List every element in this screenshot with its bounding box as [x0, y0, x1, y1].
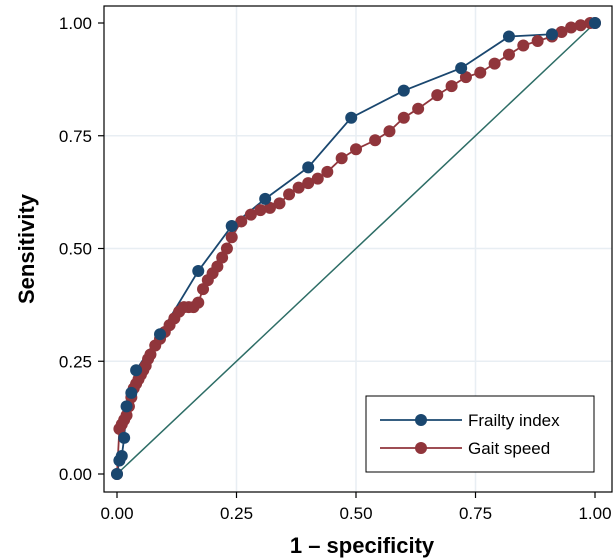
data-point-1 [216, 251, 229, 264]
data-point-1 [192, 296, 205, 309]
data-point-1 [335, 152, 348, 165]
data-point-1 [412, 102, 425, 115]
data-point-1 [488, 57, 501, 70]
data-point-0 [397, 84, 410, 97]
y-tick-label: 0.25 [59, 352, 92, 371]
x-tick-label: 0.25 [220, 504, 253, 523]
data-point-1 [383, 125, 396, 138]
data-point-1 [350, 143, 362, 156]
data-point-0 [130, 364, 143, 377]
data-point-0 [111, 468, 123, 480]
gridlines [104, 6, 612, 492]
data-point-1 [321, 165, 334, 178]
data-point-0 [502, 30, 515, 43]
legend-box [365, 395, 595, 473]
data-point-1 [211, 260, 224, 273]
x-tick-label: 0.00 [100, 504, 133, 523]
x-tick-label: 0.75 [459, 504, 492, 523]
data-point-1 [369, 134, 382, 147]
x-tick-label: 0.50 [339, 504, 372, 523]
data-point-1 [431, 89, 444, 102]
data-point-1 [220, 242, 233, 255]
data-point-1 [565, 21, 578, 34]
data-point-1 [144, 348, 157, 361]
data-point-1 [273, 197, 286, 210]
data-point-1 [555, 26, 568, 39]
data-point-1 [502, 48, 515, 61]
series [111, 17, 601, 480]
legend: Frailty index Gait speed [365, 395, 595, 473]
data-point-1 [517, 39, 530, 52]
data-point-0 [302, 161, 315, 174]
axis-ticks: 0.00 0.25 0.50 0.75 1.00 0.00 0.25 0.50 0.75 1.00 [59, 14, 612, 523]
data-point-1 [225, 231, 238, 244]
data-point-0 [345, 111, 358, 124]
data-point-0 [259, 192, 272, 205]
data-point-1 [531, 35, 544, 48]
y-tick-label: 1.00 [59, 14, 92, 33]
data-point-0 [118, 431, 131, 444]
legend-label-frailty: Frailty index [468, 411, 560, 430]
legend-swatch-frailty-marker [415, 414, 427, 426]
data-point-1 [397, 111, 410, 124]
data-point-1 [283, 188, 296, 201]
data-point-1 [254, 204, 267, 217]
x-axis-title: 1 – specificity [290, 533, 435, 558]
data-point-0 [545, 28, 558, 41]
data-point-0 [192, 265, 205, 278]
data-point-1 [235, 215, 248, 228]
y-tick-label: 0.00 [59, 465, 92, 484]
data-point-1 [311, 172, 324, 185]
data-point-1 [120, 409, 133, 422]
data-point-0 [154, 328, 167, 341]
data-point-1 [292, 181, 305, 194]
data-point-1 [474, 66, 487, 79]
data-point-1 [574, 19, 587, 32]
legend-label-gait: Gait speed [468, 439, 550, 458]
data-point-1 [263, 201, 276, 214]
reference-line [116, 22, 596, 475]
data-point-1 [197, 283, 210, 296]
legend-swatch-gait-marker [415, 442, 427, 454]
data-point-0 [455, 62, 468, 75]
data-point-0 [115, 449, 128, 462]
data-point-1 [445, 80, 458, 93]
data-point-0 [125, 386, 138, 399]
x-tick-label: 1.00 [578, 504, 611, 523]
y-tick-label: 0.50 [59, 240, 92, 259]
data-point-0 [225, 219, 238, 232]
data-point-0 [589, 17, 601, 29]
data-point-1 [459, 71, 472, 84]
y-tick-label: 0.75 [59, 127, 92, 146]
data-point-1 [244, 208, 257, 221]
data-point-0 [120, 400, 133, 413]
y-axis-title: Sensitivity [14, 193, 39, 304]
data-point-1 [302, 177, 315, 190]
